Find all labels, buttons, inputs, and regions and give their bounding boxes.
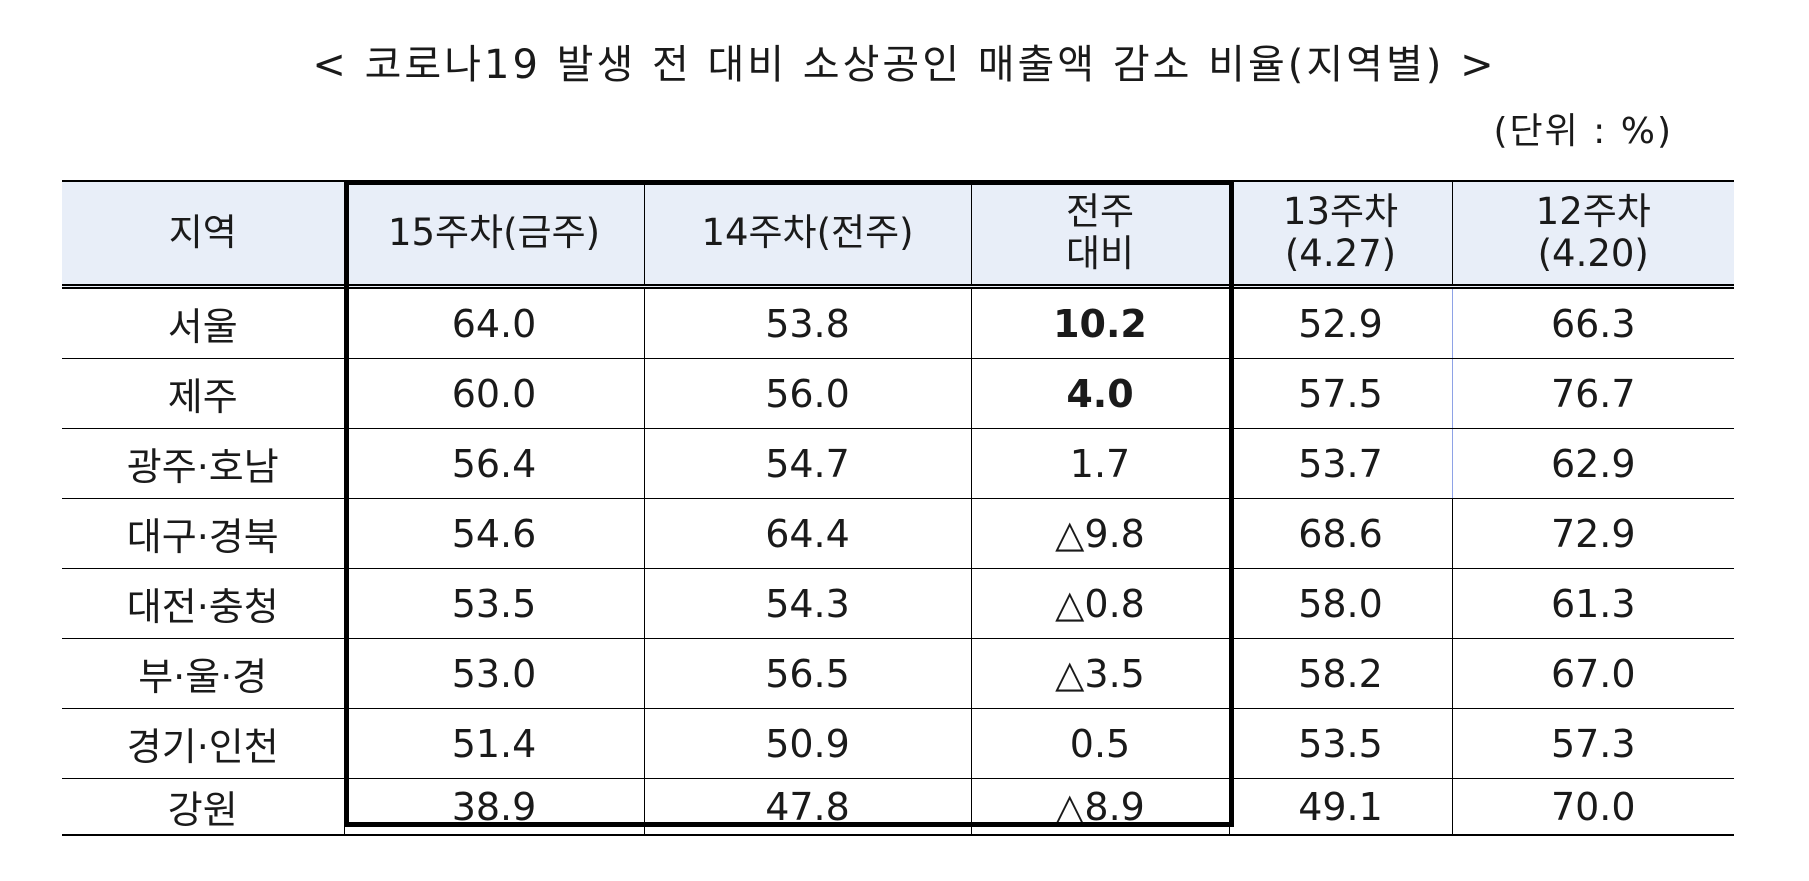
table-row: 제주 60.0 56.0 4.0 57.5 76.7: [62, 358, 1734, 429]
week13-cell: 52.9: [1228, 286, 1452, 359]
week15-cell: 56.4: [343, 428, 644, 499]
week14-cell: 64.4: [643, 498, 971, 569]
header-week13-line1: 13주차: [1282, 190, 1399, 233]
header-week14: 14주차(전주): [643, 180, 971, 289]
table-row: 부·울·경 53.0 56.5 △3.5 58.2 67.0: [62, 638, 1734, 709]
header-region-label: 지역: [168, 211, 237, 254]
week15-cell: 53.5: [343, 568, 644, 639]
week12-cell: 57.3: [1451, 708, 1734, 779]
table-row: 경기·인천 51.4 50.9 0.5 53.5 57.3: [62, 708, 1734, 779]
header-week15: 15주차(금주): [343, 180, 644, 289]
week12-cell: 66.3: [1451, 286, 1734, 359]
week15-cell: 60.0: [343, 358, 644, 429]
week13-cell: 57.5: [1228, 358, 1452, 429]
header-diff-line1: 전주: [1065, 190, 1135, 233]
region-cell: 제주: [62, 358, 344, 429]
week13-cell: 53.5: [1228, 708, 1452, 779]
region-cell: 경기·인천: [62, 708, 344, 779]
week12-cell: 67.0: [1451, 638, 1734, 709]
week13-cell: 58.0: [1228, 568, 1452, 639]
sales-decline-table: 지역 15주차(금주) 14주차(전주) 전주 대비 13주차 (4.27) 1: [62, 180, 1734, 836]
table-row: 강원 38.9 47.8 △8.9 49.1 70.0: [62, 778, 1734, 836]
header-week13-line2: (4.27): [1284, 232, 1397, 275]
week14-cell: 47.8: [643, 778, 971, 836]
diff-cell: △0.8: [970, 568, 1229, 639]
week15-cell: 51.4: [343, 708, 644, 779]
table-row: 서울 64.0 53.8 10.2 52.9 66.3: [62, 286, 1734, 359]
week13-cell: 49.1: [1228, 778, 1452, 836]
header-week13: 13주차 (4.27): [1228, 180, 1452, 289]
week14-cell: 54.3: [643, 568, 971, 639]
diff-cell: △8.9: [970, 778, 1229, 836]
region-cell: 강원: [62, 778, 344, 836]
header-week15-label: 15주차(금주): [387, 211, 601, 254]
week12-cell: 62.9: [1451, 428, 1734, 499]
week15-cell: 38.9: [343, 778, 644, 836]
page-title: < 코로나19 발생 전 대비 소상공인 매출액 감소 비율(지역별) >: [312, 42, 1497, 88]
header-week12: 12주차 (4.20): [1451, 180, 1734, 289]
unit-label: (단위 : %): [1493, 111, 1673, 152]
diff-cell: 4.0: [970, 358, 1229, 429]
header-week12-line1: 12주차: [1535, 190, 1651, 233]
week14-cell: 53.8: [643, 286, 971, 359]
week14-cell: 56.0: [643, 358, 971, 429]
region-cell: 대전·충청: [62, 568, 344, 639]
diff-cell: 1.7: [970, 428, 1229, 499]
region-cell: 대구·경북: [62, 498, 344, 569]
week14-cell: 50.9: [643, 708, 971, 779]
diff-cell: 10.2: [970, 286, 1229, 359]
week15-cell: 64.0: [343, 286, 644, 359]
week13-cell: 68.6: [1228, 498, 1452, 569]
sales-decline-table-container: 지역 15주차(금주) 14주차(전주) 전주 대비 13주차 (4.27) 1: [62, 180, 1734, 836]
region-cell: 광주·호남: [62, 428, 344, 499]
header-diff: 전주 대비: [970, 180, 1229, 289]
header-week14-label: 14주차(전주): [701, 211, 914, 254]
week12-cell: 76.7: [1451, 358, 1734, 429]
week13-cell: 58.2: [1228, 638, 1452, 709]
table-row: 광주·호남 56.4 54.7 1.7 53.7 62.9: [62, 428, 1734, 499]
diff-cell: △9.8: [970, 498, 1229, 569]
week15-cell: 54.6: [343, 498, 644, 569]
header-diff-line2: 대비: [1065, 232, 1135, 275]
week12-cell: 72.9: [1451, 498, 1734, 569]
week14-cell: 56.5: [643, 638, 971, 709]
week15-cell: 53.0: [343, 638, 644, 709]
table-row: 대전·충청 53.5 54.3 △0.8 58.0 61.3: [62, 568, 1734, 639]
diff-cell: △3.5: [970, 638, 1229, 709]
week12-cell: 61.3: [1451, 568, 1734, 639]
table-header-row: 지역 15주차(금주) 14주차(전주) 전주 대비 13주차 (4.27) 1: [62, 180, 1734, 289]
region-cell: 서울: [62, 286, 344, 359]
week12-cell: 70.0: [1451, 778, 1734, 836]
table-row: 대구·경북 54.6 64.4 △9.8 68.6 72.9: [62, 498, 1734, 569]
region-cell: 부·울·경: [62, 638, 344, 709]
week14-cell: 54.7: [643, 428, 971, 499]
diff-cell: 0.5: [970, 708, 1229, 779]
header-week12-line2: (4.20): [1537, 232, 1649, 275]
week13-cell: 53.7: [1228, 428, 1452, 499]
header-region: 지역: [62, 180, 344, 289]
